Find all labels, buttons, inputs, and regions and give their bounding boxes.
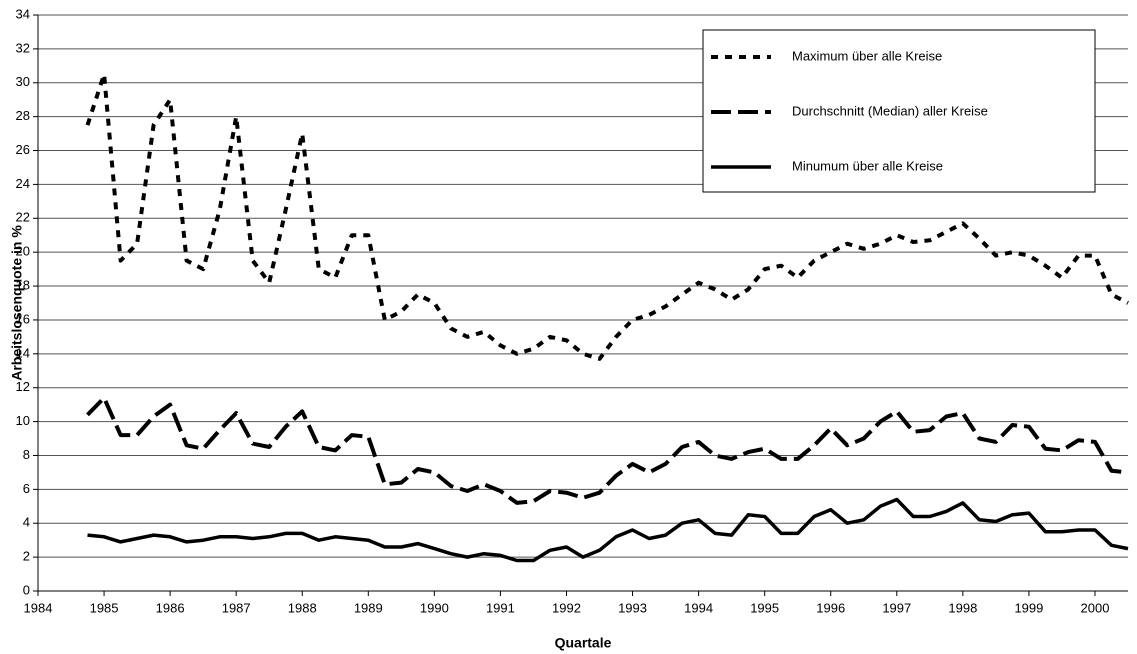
y-tick-label: 14 <box>16 345 30 360</box>
x-tick-label: 2000 <box>1081 600 1110 615</box>
y-tick-label: 10 <box>16 413 30 428</box>
series-line <box>86 395 1129 505</box>
x-tick-label: 1995 <box>750 600 779 615</box>
x-tick-label: 1998 <box>948 600 977 615</box>
y-tick-label: 0 <box>23 582 30 597</box>
y-tick-label: 4 <box>23 515 30 530</box>
legend-label: Durchschnitt (Median) aller Kreise <box>792 103 988 118</box>
x-tick-label: 1989 <box>354 600 383 615</box>
series-line <box>85 72 1129 361</box>
x-tick-label: 1988 <box>288 600 317 615</box>
x-tick-label: 1991 <box>486 600 515 615</box>
x-tick-label: 1992 <box>552 600 581 615</box>
x-tick-label: 1996 <box>816 600 845 615</box>
y-tick-label: 18 <box>16 277 30 292</box>
y-tick-label: 28 <box>16 108 30 123</box>
legend-label: Minumum über alle Kreise <box>792 158 943 173</box>
x-tick-label: 1993 <box>618 600 647 615</box>
x-tick-label: 1990 <box>420 600 449 615</box>
y-tick-label: 22 <box>16 210 30 225</box>
x-tick-label: 1999 <box>1014 600 1043 615</box>
x-tick-label: 1984 <box>24 600 53 615</box>
y-tick-label: 30 <box>16 74 30 89</box>
legend-label: Maximum über alle Kreise <box>792 48 942 63</box>
x-axis-title: Quartale <box>555 635 612 651</box>
y-tick-label: 6 <box>23 481 30 496</box>
x-tick-label: 1987 <box>222 600 251 615</box>
legend: Maximum über alle Kreise Durchschnitt (Me… <box>702 29 1096 193</box>
y-tick-label: 20 <box>16 244 30 259</box>
y-tick-label: 8 <box>23 447 30 462</box>
y-tick-label: 34 <box>16 6 30 21</box>
y-tick-label: 32 <box>16 40 30 55</box>
y-tick-label: 2 <box>23 549 30 564</box>
x-tick-label: 1985 <box>90 600 119 615</box>
y-tick-label: 26 <box>16 142 30 157</box>
y-tick-label: 24 <box>16 176 30 191</box>
y-tick-label: 12 <box>16 379 30 394</box>
x-tick-label: 1986 <box>156 600 185 615</box>
y-tick-label: 16 <box>16 311 30 326</box>
y-axis-title: Arbeitslosenquote in % <box>9 225 25 381</box>
series-line <box>87 497 1129 563</box>
x-tick-label: 1994 <box>684 600 713 615</box>
x-tick-label: 1997 <box>882 600 911 615</box>
